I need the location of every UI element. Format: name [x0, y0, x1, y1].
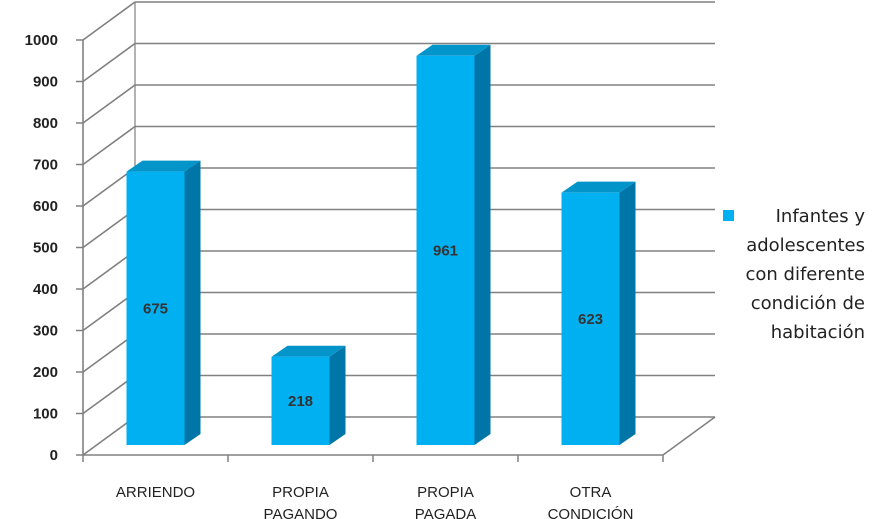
- data-label: 675: [143, 300, 168, 317]
- gridline-diagonal: [82, 333, 136, 373]
- y-tick-label: 100: [33, 406, 58, 423]
- gridline-diagonal: [82, 125, 136, 166]
- gridline-diagonal: [82, 416, 136, 456]
- y-axis-ticks: 0 100 200 300 400 500 600 700 800 900 1000: [25, 32, 58, 464]
- data-label: 623: [578, 311, 603, 328]
- y-tick-label: 0: [50, 447, 58, 464]
- legend-line: adolescentes: [746, 235, 865, 256]
- y-tick-label: 900: [33, 74, 58, 91]
- x-category-label: PROPIA: [272, 484, 329, 501]
- x-category-label: CONDICIÓN: [548, 506, 634, 519]
- y-tick-label: 1000: [25, 32, 58, 49]
- x-category-label: PROPIA: [417, 484, 474, 501]
- x-category-label: PAGANDO: [264, 506, 338, 519]
- bar: 675: [126, 160, 201, 445]
- legend-line: con diferente: [746, 264, 866, 285]
- bar-side: [329, 345, 346, 445]
- bar-side: [184, 160, 201, 445]
- gridline-diagonal: [82, 208, 136, 249]
- gridline-diagonal: [82, 167, 136, 207]
- gridline-diagonal: [82, 1, 136, 41]
- data-label: 961: [433, 242, 458, 259]
- legend-line: habitación: [771, 322, 865, 343]
- chart-axes: [76, 39, 664, 462]
- legend-swatch: [723, 210, 734, 221]
- y-tick-label: 600: [33, 198, 58, 215]
- bar-front: [271, 356, 330, 445]
- gridline-diagonal: [82, 374, 136, 415]
- bar-side: [474, 44, 491, 446]
- gridline-diagonal: [82, 42, 136, 83]
- bar-top: [416, 44, 491, 56]
- y-tick-label: 300: [33, 323, 58, 340]
- legend-label: Infantes y adolescentes con diferente condi…: [746, 206, 866, 343]
- y-tick-label: 500: [33, 240, 58, 257]
- floor-right-edge: [662, 416, 716, 456]
- bar: 623: [561, 181, 636, 445]
- bar-front: [561, 192, 620, 445]
- bar-side: [619, 181, 636, 445]
- bar: 218: [271, 345, 346, 445]
- bar-front: [126, 171, 185, 445]
- x-axis-categories: ARRIENDO PROPIA PAGANDO PROPIA PAGADA OTRA CON…: [116, 484, 634, 519]
- y-tick-label: 400: [33, 281, 58, 298]
- gridline-diagonal: [82, 250, 136, 290]
- chart-bars: 675 218 961 623: [126, 44, 636, 446]
- x-category-label: ARRIENDO: [116, 484, 195, 501]
- x-category-label: OTRA: [570, 484, 612, 501]
- gridline-diagonal: [82, 291, 136, 332]
- x-category-label: PAGADA: [415, 506, 476, 519]
- bar: 961: [416, 44, 491, 446]
- bar-top: [126, 160, 201, 172]
- data-label: 218: [288, 393, 313, 410]
- bar-top: [561, 181, 636, 193]
- chart-legend: Infantes y adolescentes con diferente condi…: [723, 206, 865, 343]
- y-tick-label: 200: [33, 364, 58, 381]
- legend-line: condición de: [751, 293, 865, 314]
- gridline-diagonal: [82, 84, 136, 124]
- bar-top: [271, 345, 346, 357]
- legend-line: Infantes y: [776, 206, 866, 227]
- y-tick-label: 700: [33, 157, 58, 174]
- y-tick-label: 800: [33, 115, 58, 132]
- bar-front: [416, 55, 475, 446]
